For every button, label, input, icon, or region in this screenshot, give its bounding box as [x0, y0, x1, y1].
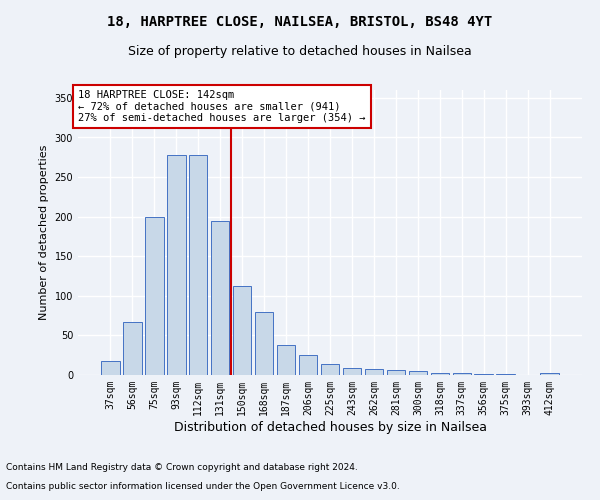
Bar: [277, 345, 295, 375]
Bar: [123, 322, 142, 375]
Bar: [452, 374, 471, 375]
Text: 18 HARPTREE CLOSE: 142sqm
← 72% of detached houses are smaller (941)
27% of semi: 18 HARPTREE CLOSE: 142sqm ← 72% of detac…: [78, 90, 365, 123]
Y-axis label: Number of detached properties: Number of detached properties: [39, 145, 49, 320]
Bar: [233, 286, 251, 375]
Bar: [101, 361, 119, 375]
Bar: [496, 374, 515, 375]
Bar: [299, 355, 317, 375]
Bar: [255, 312, 274, 375]
Bar: [211, 220, 229, 375]
Bar: [409, 371, 427, 375]
Bar: [189, 155, 208, 375]
Bar: [167, 155, 185, 375]
Text: Contains public sector information licensed under the Open Government Licence v3: Contains public sector information licen…: [6, 482, 400, 491]
Bar: [386, 370, 405, 375]
Text: Size of property relative to detached houses in Nailsea: Size of property relative to detached ho…: [128, 45, 472, 58]
Bar: [475, 374, 493, 375]
Bar: [541, 372, 559, 375]
Bar: [145, 216, 164, 375]
Bar: [320, 364, 340, 375]
Bar: [431, 372, 449, 375]
Bar: [343, 368, 361, 375]
Text: 18, HARPTREE CLOSE, NAILSEA, BRISTOL, BS48 4YT: 18, HARPTREE CLOSE, NAILSEA, BRISTOL, BS…: [107, 15, 493, 29]
X-axis label: Distribution of detached houses by size in Nailsea: Distribution of detached houses by size …: [173, 420, 487, 434]
Bar: [365, 370, 383, 375]
Text: Contains HM Land Registry data © Crown copyright and database right 2024.: Contains HM Land Registry data © Crown c…: [6, 464, 358, 472]
